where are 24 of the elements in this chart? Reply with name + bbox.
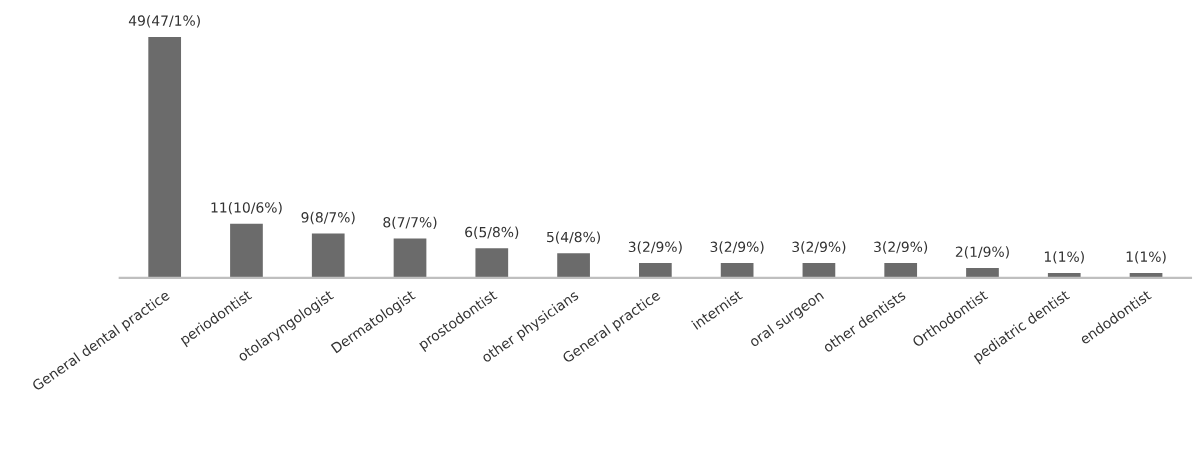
bar (393, 238, 427, 278)
bar (720, 263, 754, 278)
data-label: 3(2/9%) (874, 241, 928, 254)
data-label: 3(2/9%) (710, 241, 764, 254)
data-label: 8(7/7%) (383, 216, 437, 230)
data-label: 9(8/7%) (301, 211, 355, 225)
data-label: 49(47/1%) (128, 15, 200, 28)
data-label: 1(1%) (1044, 251, 1084, 264)
bar (148, 36, 182, 278)
data-label: 5(4/8%) (547, 231, 600, 244)
bar (802, 263, 836, 278)
data-label: 1(1%) (1126, 251, 1166, 264)
data-label: 2(1/9%) (955, 246, 1009, 259)
bar (639, 263, 672, 278)
data-label: 3(2/9%) (628, 241, 682, 254)
bar (966, 268, 999, 278)
bar (230, 223, 263, 278)
bar (884, 263, 918, 278)
data-label: 11(10/6%) (211, 201, 282, 215)
data-label: 6(5/8%) (465, 226, 519, 239)
data-label: 3(2/9%) (792, 241, 846, 254)
bar (557, 253, 590, 278)
bar (311, 233, 345, 278)
bar (475, 248, 509, 278)
